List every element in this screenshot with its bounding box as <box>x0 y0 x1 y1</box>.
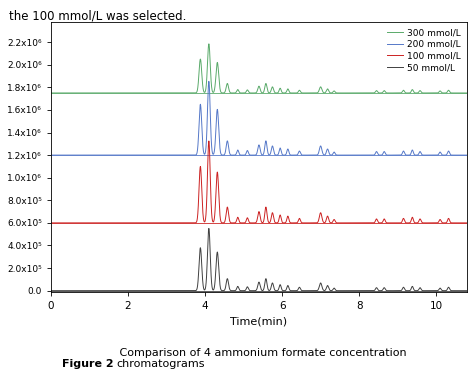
50 mmol/L <box>206 226 212 231</box>
300 mmol/L <box>319 86 324 91</box>
50 mmol/L <box>48 288 54 293</box>
50 mmol/L <box>124 288 129 293</box>
100 mmol/L <box>464 221 470 225</box>
300 mmol/L <box>48 91 54 95</box>
100 mmol/L <box>319 213 324 218</box>
Line: 50 mmol/L: 50 mmol/L <box>51 229 467 290</box>
200 mmol/L <box>464 153 470 157</box>
300 mmol/L <box>298 89 303 94</box>
300 mmol/L <box>390 91 396 95</box>
50 mmol/L <box>390 288 396 293</box>
100 mmol/L <box>206 139 212 143</box>
300 mmol/L <box>359 91 365 95</box>
Line: 200 mmol/L: 200 mmol/L <box>51 81 467 155</box>
200 mmol/L <box>359 153 365 157</box>
Line: 300 mmol/L: 300 mmol/L <box>51 44 467 93</box>
50 mmol/L <box>359 288 365 293</box>
X-axis label: Time(min): Time(min) <box>230 317 288 327</box>
200 mmol/L <box>124 153 129 157</box>
200 mmol/L <box>319 146 324 151</box>
100 mmol/L <box>298 219 303 223</box>
100 mmol/L <box>390 221 396 225</box>
100 mmol/L <box>207 162 213 167</box>
300 mmol/L <box>207 56 213 60</box>
200 mmol/L <box>298 151 303 155</box>
50 mmol/L <box>298 287 303 291</box>
100 mmol/L <box>359 221 365 225</box>
Text: the 100 mmol/L was selected.: the 100 mmol/L was selected. <box>9 9 187 22</box>
200 mmol/L <box>206 79 212 83</box>
200 mmol/L <box>48 153 54 157</box>
50 mmol/L <box>319 283 324 287</box>
50 mmol/L <box>207 244 213 248</box>
Text: Comparison of 4 ammonium formate concentration
chromatograms: Comparison of 4 ammonium formate concent… <box>116 348 407 369</box>
200 mmol/L <box>390 153 396 157</box>
Text: Figure 2: Figure 2 <box>62 359 113 369</box>
300 mmol/L <box>124 91 129 95</box>
300 mmol/L <box>464 91 470 95</box>
100 mmol/L <box>48 221 54 225</box>
100 mmol/L <box>124 221 129 225</box>
50 mmol/L <box>464 288 470 293</box>
Legend: 300 mmol/L, 200 mmol/L, 100 mmol/L, 50 mmol/L: 300 mmol/L, 200 mmol/L, 100 mmol/L, 50 m… <box>385 26 463 74</box>
Line: 100 mmol/L: 100 mmol/L <box>51 141 467 223</box>
200 mmol/L <box>207 100 213 105</box>
300 mmol/L <box>206 42 212 46</box>
